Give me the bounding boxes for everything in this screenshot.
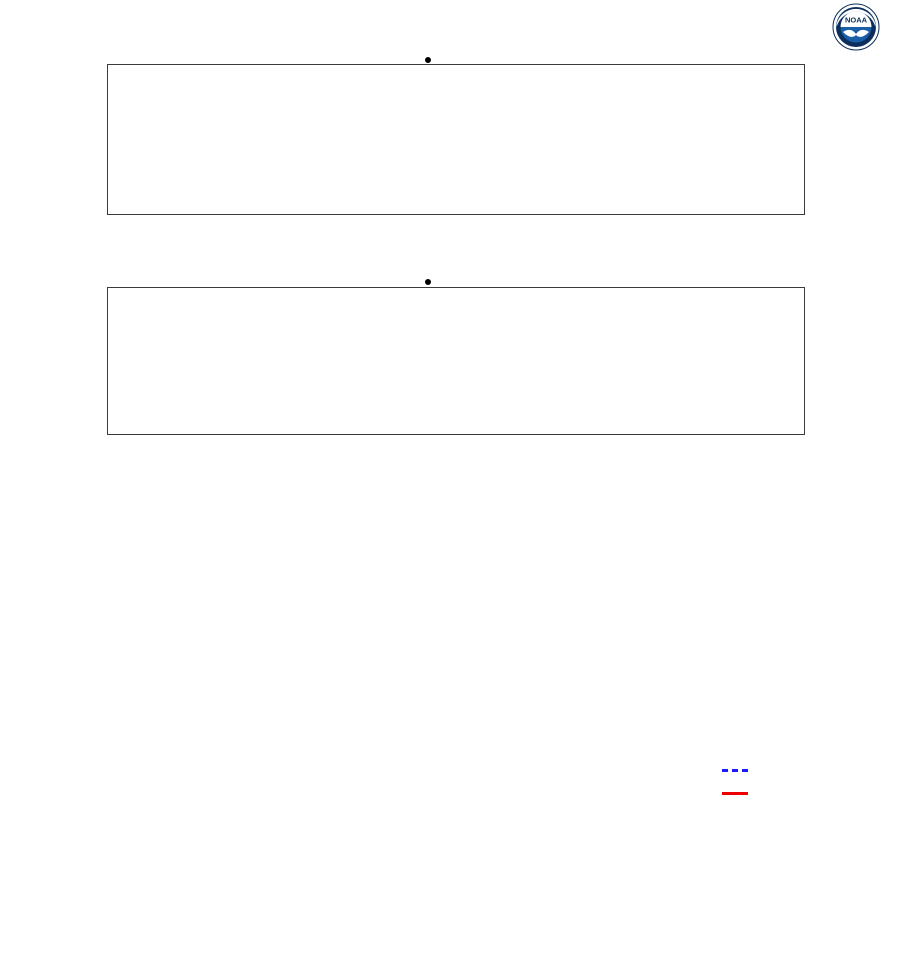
filled-circle-icon	[424, 278, 431, 285]
noaa-logo: NOAA	[828, 2, 884, 52]
one-to-one-line-swatch	[722, 769, 748, 773]
regression-line-swatch	[722, 792, 748, 796]
filled-circle-icon	[424, 56, 431, 63]
panel1-legend	[0, 52, 898, 67]
panel3-legend	[722, 762, 754, 803]
svg-text:NOAA: NOAA	[845, 16, 868, 25]
panel2-legend	[0, 274, 898, 289]
panel1-plot[interactable]	[107, 64, 805, 215]
panel2-plot[interactable]	[107, 287, 805, 435]
